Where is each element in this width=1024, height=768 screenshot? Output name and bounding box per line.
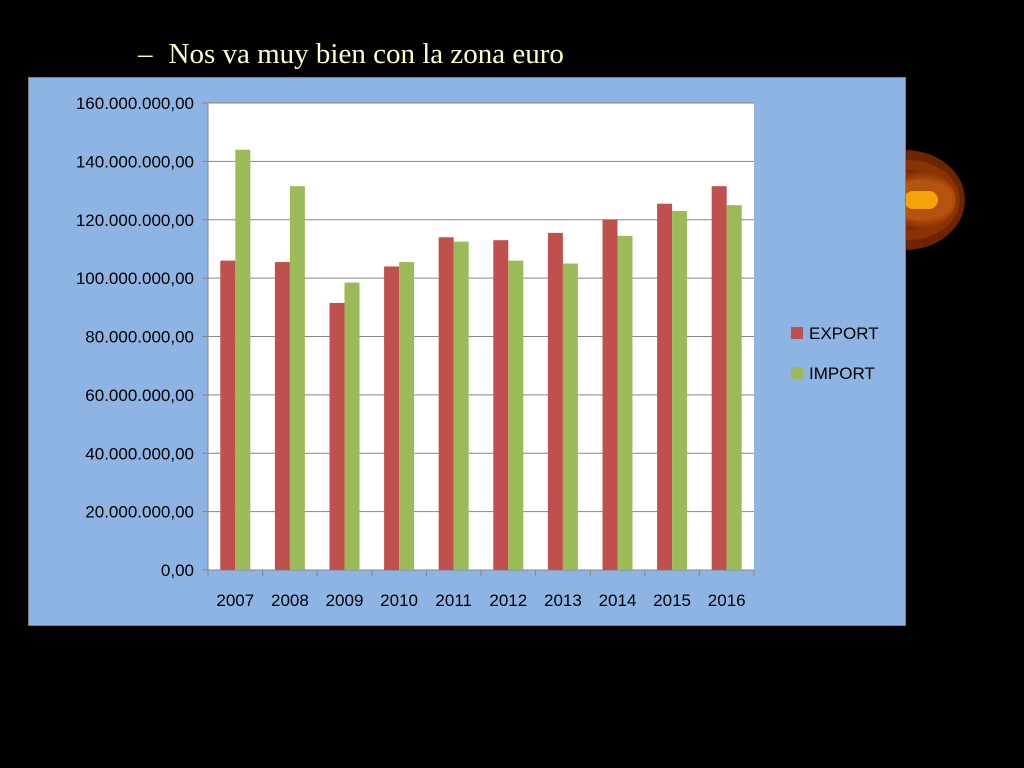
y-tick-label: 40.000.000,00	[85, 444, 194, 463]
x-tick-label: 2007	[216, 591, 254, 610]
bar-import	[235, 149, 251, 570]
x-tick-label: 2009	[326, 591, 364, 610]
y-tick-label: 100.000.000,00	[76, 269, 194, 288]
legend-swatch-export	[791, 327, 803, 339]
bar-import	[672, 210, 688, 570]
bar-import	[453, 241, 469, 570]
x-tick-label: 2014	[599, 591, 637, 610]
x-tick-label: 2010	[380, 591, 418, 610]
slide-bullet: – Nos va muy bien con la zona euro	[138, 38, 564, 71]
bar-import	[344, 282, 360, 570]
bar-import	[508, 260, 524, 570]
x-tick-label: 2015	[653, 591, 691, 610]
y-tick-label: 60.000.000,00	[85, 386, 194, 405]
x-tick-label: 2012	[489, 591, 527, 610]
legend-label-export: EXPORT	[809, 324, 879, 343]
bar-import	[399, 262, 415, 570]
bar-export	[274, 262, 290, 570]
bullet-text: Nos va muy bien con la zona euro	[168, 38, 564, 70]
bar-export	[438, 237, 454, 570]
bar-import	[289, 186, 305, 570]
y-tick-label: 140.000.000,00	[76, 152, 194, 171]
y-tick-label: 80.000.000,00	[85, 328, 194, 347]
legend-label-import: IMPORT	[809, 364, 875, 383]
x-tick-label: 2013	[544, 591, 582, 610]
y-tick-label: 120.000.000,00	[76, 211, 194, 230]
bar-import	[617, 235, 633, 570]
y-tick-label: 20.000.000,00	[85, 503, 194, 522]
chart-area: 0,00 20.000.000,00 40.000.000,00 60.000.000…	[28, 77, 906, 626]
bullet-dash: –	[138, 38, 153, 70]
bar-export	[220, 260, 236, 570]
bar-export	[547, 232, 563, 570]
bar-import	[726, 205, 742, 570]
bar-export	[657, 203, 673, 570]
bar-export	[329, 302, 345, 570]
x-tick-label: 2008	[271, 591, 309, 610]
bar-import	[562, 263, 578, 570]
bar-export	[602, 219, 618, 570]
y-tick-label: 160.000.000,00	[76, 94, 194, 113]
bar-export	[711, 186, 727, 570]
bar-chart: 0,00 20.000.000,00 40.000.000,00 60.000.000…	[29, 78, 905, 625]
bar-export	[384, 266, 400, 570]
x-tick-label: 2011	[435, 591, 472, 610]
legend-swatch-import	[791, 367, 803, 379]
x-tick-label: 2016	[708, 591, 746, 610]
y-tick-label: 0,00	[161, 561, 194, 580]
bar-export	[493, 240, 509, 570]
